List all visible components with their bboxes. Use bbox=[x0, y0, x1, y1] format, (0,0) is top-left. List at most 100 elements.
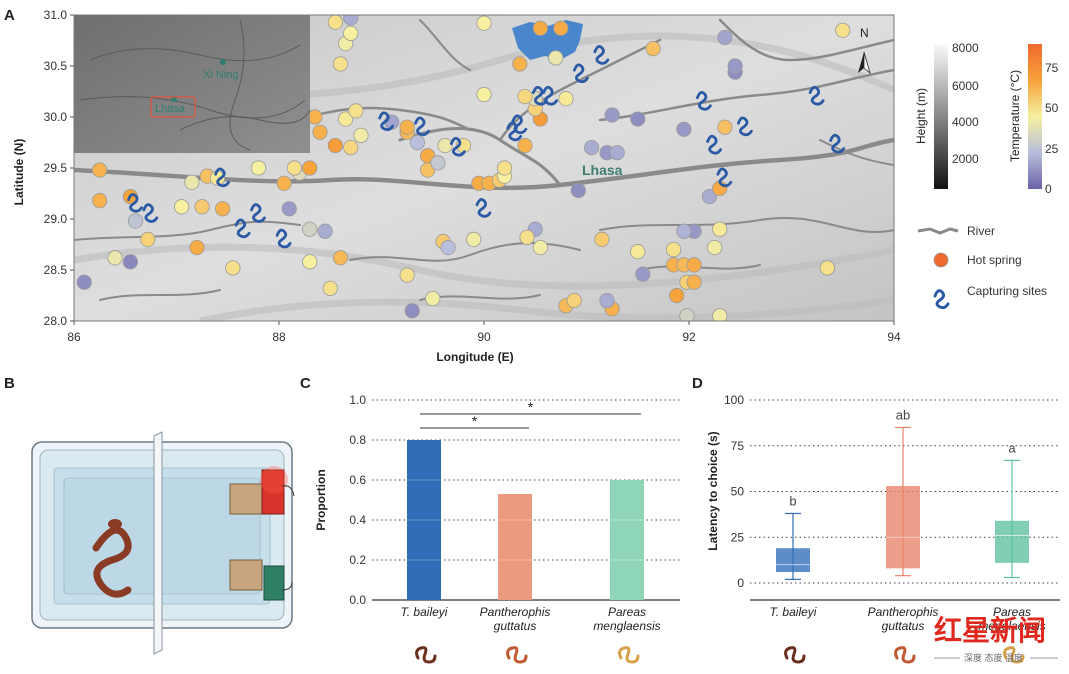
hot-spring-point bbox=[281, 201, 297, 217]
hot-spring-point bbox=[332, 250, 349, 266]
height-colorbar-gradient bbox=[934, 44, 948, 189]
height-tick: 2000 bbox=[952, 152, 979, 166]
watermark-title: 红星新闻 bbox=[934, 614, 1046, 646]
watermark-subtitle: 深度 态度 温度 bbox=[964, 652, 1023, 663]
map-y-tick-label: 28.0 bbox=[44, 314, 68, 328]
hot-spring-point bbox=[92, 162, 108, 178]
capture-site-icon bbox=[716, 167, 733, 188]
hot-spring-point bbox=[440, 239, 456, 256]
hot-spring-point bbox=[225, 260, 241, 276]
proportion-category-label: menglaensis bbox=[593, 619, 660, 633]
hot-spring-point bbox=[92, 193, 108, 209]
capture-site-icon bbox=[378, 111, 395, 132]
temp-tick: 25 bbox=[1045, 142, 1059, 156]
hot-spring-point bbox=[302, 160, 318, 176]
capture-site-icon bbox=[808, 85, 825, 106]
hot-spring-point bbox=[409, 134, 425, 151]
capture-site-icon bbox=[506, 121, 523, 142]
capture-site-icon bbox=[706, 134, 723, 155]
capture-site-icon bbox=[531, 85, 548, 106]
river-tributary bbox=[74, 220, 301, 241]
map-y-tick-label: 30.5 bbox=[44, 59, 68, 73]
hot-spring-point bbox=[599, 292, 615, 309]
hot-spring-point bbox=[548, 50, 564, 66]
hot-spring-point bbox=[194, 199, 210, 215]
map-y-tick-label: 29.5 bbox=[44, 161, 68, 175]
control-source-green bbox=[263, 565, 285, 601]
latency-tick-label: 75 bbox=[731, 439, 745, 453]
proportion-tick-label: 1.0 bbox=[349, 393, 366, 407]
river-tributary bbox=[298, 106, 472, 132]
map-y-tick-label: 30.0 bbox=[44, 110, 68, 124]
legend-river-swatch bbox=[917, 227, 959, 235]
proportion-tick-label: 0.4 bbox=[349, 513, 366, 527]
snake-icon bbox=[618, 646, 640, 664]
xining-marker bbox=[220, 59, 226, 65]
hot-spring-point bbox=[727, 58, 743, 74]
map-x-tick-label: 86 bbox=[67, 330, 81, 344]
river-tributary bbox=[718, 18, 894, 62]
capture-site-icon bbox=[127, 192, 143, 213]
hot-spring-point bbox=[348, 103, 364, 119]
snake-icon bbox=[894, 646, 916, 664]
latency-tick-label: 50 bbox=[731, 485, 745, 499]
hot-spring-point bbox=[399, 267, 415, 283]
latency-category-label: Pareas bbox=[993, 605, 1031, 619]
map-x-ticks: 86 88 90 92 94 bbox=[67, 321, 901, 344]
hot-spring-point bbox=[717, 29, 733, 46]
temp-tick: 75 bbox=[1045, 61, 1059, 75]
proportion-category-label: Pantherophis bbox=[480, 605, 551, 619]
height-colorbar-title: Height (m) bbox=[914, 88, 928, 144]
hot-spring-point bbox=[604, 107, 620, 123]
hot-spring-point bbox=[517, 137, 533, 154]
latency-box bbox=[886, 486, 920, 569]
latency-category-label: Pantherophis bbox=[868, 605, 939, 619]
latency-y-label: Latency to choice (s) bbox=[706, 431, 720, 550]
hot-spring-point bbox=[286, 160, 302, 176]
latency-tick-label: 0 bbox=[737, 576, 744, 590]
hot-spring-point bbox=[669, 287, 685, 304]
snake-illustration bbox=[92, 526, 132, 598]
hot-spring-point bbox=[584, 140, 600, 156]
hot-spring-point bbox=[630, 111, 646, 127]
hot-spring-point bbox=[332, 56, 349, 72]
snake-icon bbox=[784, 646, 806, 664]
panel-b-label: B bbox=[4, 375, 15, 392]
hot-spring-point bbox=[512, 56, 528, 72]
hot-spring-point bbox=[712, 221, 728, 237]
hot-spring-point bbox=[532, 239, 548, 256]
capture-site-icon bbox=[736, 116, 753, 137]
proportion-tick-label: 0.8 bbox=[349, 433, 366, 447]
hot-spring-point bbox=[302, 221, 318, 237]
temp-tick: 50 bbox=[1045, 101, 1059, 115]
inset-map: Xi Ning Lhasa bbox=[74, 15, 311, 153]
legend-hot-spring-swatch bbox=[933, 252, 949, 268]
capture-site-icon bbox=[234, 218, 251, 239]
latency-box bbox=[995, 520, 1029, 563]
hot-spring-point bbox=[430, 155, 446, 171]
experimental-arena-illustration bbox=[31, 431, 295, 655]
hot-spring-point bbox=[553, 20, 569, 36]
inset-lhasa-label: Lhasa bbox=[155, 103, 186, 115]
hot-spring-point bbox=[343, 25, 359, 41]
capture-site-icon bbox=[142, 203, 159, 223]
river-tributary bbox=[598, 68, 894, 122]
north-label: N bbox=[860, 26, 869, 40]
hot-spring-point bbox=[327, 137, 343, 154]
hot-spring-point bbox=[476, 15, 492, 31]
control-stimulus-box bbox=[229, 559, 263, 591]
hot-spring-point bbox=[686, 257, 702, 273]
map-x-tick-label: 90 bbox=[477, 330, 491, 344]
map-y-tick-label: 28.5 bbox=[44, 263, 68, 277]
proportion-tick-label: 0.0 bbox=[349, 593, 366, 607]
proportion-bar-chart: 0.0 0.2 0.4 0.6 0.8 1.0 T. baileyi Pantherophis… bbox=[349, 393, 680, 633]
hot-spring-point bbox=[712, 308, 728, 321]
map-y-ticks: 31.0 30.5 30.0 29.5 29.0 28.5 28.0 bbox=[44, 8, 74, 328]
hot-spring-point bbox=[609, 145, 625, 161]
snake-icons bbox=[415, 646, 1025, 664]
hot-spring-point bbox=[189, 239, 205, 256]
hot-spring-point bbox=[425, 290, 441, 307]
hot-spring-point bbox=[558, 91, 574, 107]
capture-site-icon bbox=[250, 203, 266, 223]
latency-category-label: menglaensis bbox=[978, 619, 1045, 633]
